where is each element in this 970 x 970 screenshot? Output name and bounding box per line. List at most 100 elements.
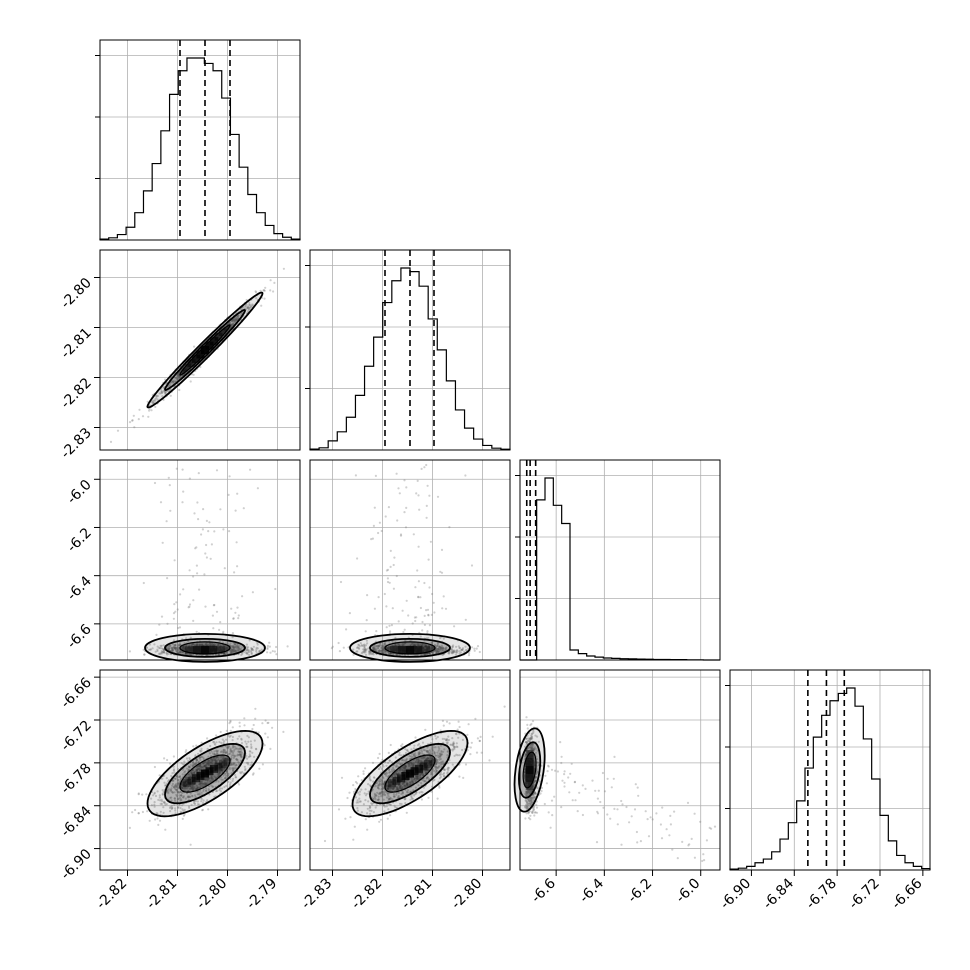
sample-point (425, 648, 429, 652)
sample-point (414, 619, 417, 623)
sample-point (255, 291, 258, 294)
sample-point (181, 468, 184, 471)
sample-point (386, 817, 389, 820)
sample-point (366, 642, 369, 645)
sample-point (456, 649, 459, 652)
sample-point (238, 783, 241, 786)
sample-point (151, 400, 154, 403)
sample-point (225, 648, 228, 651)
sample-point (159, 644, 162, 648)
sample-point (151, 401, 154, 404)
sample-point (229, 720, 232, 724)
panel-background (100, 460, 300, 660)
sample-point (381, 651, 384, 654)
sample-point (157, 652, 161, 655)
sample-point (218, 646, 221, 649)
sample-point (388, 652, 391, 655)
sample-point (433, 643, 436, 647)
sample-point (228, 321, 231, 324)
sample-point (250, 649, 253, 652)
sample-point (362, 644, 365, 647)
sample-point (464, 649, 468, 652)
sample-point (452, 651, 455, 654)
sample-point (244, 304, 247, 307)
sample-point (338, 650, 341, 653)
sample-point (412, 533, 415, 536)
sample-point (373, 649, 376, 652)
sample-point (378, 650, 381, 653)
sample-point (215, 610, 219, 613)
sample-point (372, 524, 375, 528)
sample-point (231, 651, 234, 654)
sample-point (169, 509, 172, 512)
sample-point (242, 507, 245, 510)
sample-point (450, 649, 453, 652)
sample-point (346, 796, 349, 800)
sample-point (164, 392, 167, 395)
sample-point (426, 608, 430, 611)
sample-point (427, 649, 430, 652)
sample-point (425, 648, 429, 652)
sample-point (189, 649, 192, 652)
sample-point (234, 649, 237, 652)
sample-point (405, 599, 408, 602)
sample-point (386, 647, 389, 650)
sample-point (185, 367, 188, 370)
sample-point (443, 647, 446, 650)
sample-point (268, 645, 271, 648)
sample-point (374, 474, 377, 477)
sample-point (212, 627, 215, 630)
sample-point (198, 588, 201, 591)
sample-point (187, 646, 190, 650)
sample-point (458, 650, 461, 653)
sample-point (148, 643, 152, 646)
sample-point (423, 653, 426, 656)
sample-point (218, 650, 221, 653)
sample-point (388, 651, 391, 654)
sample-point (364, 630, 367, 633)
sample-point (491, 735, 494, 738)
sample-point (167, 476, 170, 479)
panel-background (730, 670, 930, 870)
sample-point (381, 649, 384, 652)
sample-point (182, 652, 185, 655)
sample-point (219, 508, 222, 511)
sample-point (205, 642, 208, 646)
sample-point (232, 322, 235, 325)
sample-point (167, 647, 171, 650)
sample-point (235, 318, 238, 321)
sample-point (330, 647, 333, 650)
sample-point (375, 650, 378, 653)
sample-point (163, 390, 166, 393)
sample-point (403, 654, 406, 657)
sample-point (171, 648, 174, 651)
sample-point (220, 646, 223, 649)
sample-point (141, 415, 145, 418)
sample-point (383, 650, 386, 653)
sample-point (148, 819, 151, 822)
sample-point (379, 818, 382, 821)
sample-point (244, 649, 247, 652)
sample-point (385, 647, 388, 650)
sample-point (256, 641, 259, 645)
sample-point (441, 653, 444, 656)
sample-point (396, 649, 399, 652)
sample-point (171, 649, 174, 652)
sample-point (142, 581, 145, 585)
sample-point (424, 653, 427, 656)
sample-point (237, 645, 240, 648)
sample-point (216, 648, 219, 652)
sample-point (204, 605, 207, 608)
sample-point (195, 643, 198, 647)
sample-point (219, 648, 222, 651)
sample-point (438, 647, 441, 650)
sample-point (368, 652, 371, 655)
sample-point (454, 653, 457, 656)
sample-point (218, 649, 221, 652)
sample-point (255, 297, 258, 300)
sample-point (398, 653, 401, 656)
sample-point (437, 647, 440, 650)
sample-point (425, 516, 428, 519)
sample-point (458, 647, 461, 650)
sample-point (275, 645, 278, 649)
